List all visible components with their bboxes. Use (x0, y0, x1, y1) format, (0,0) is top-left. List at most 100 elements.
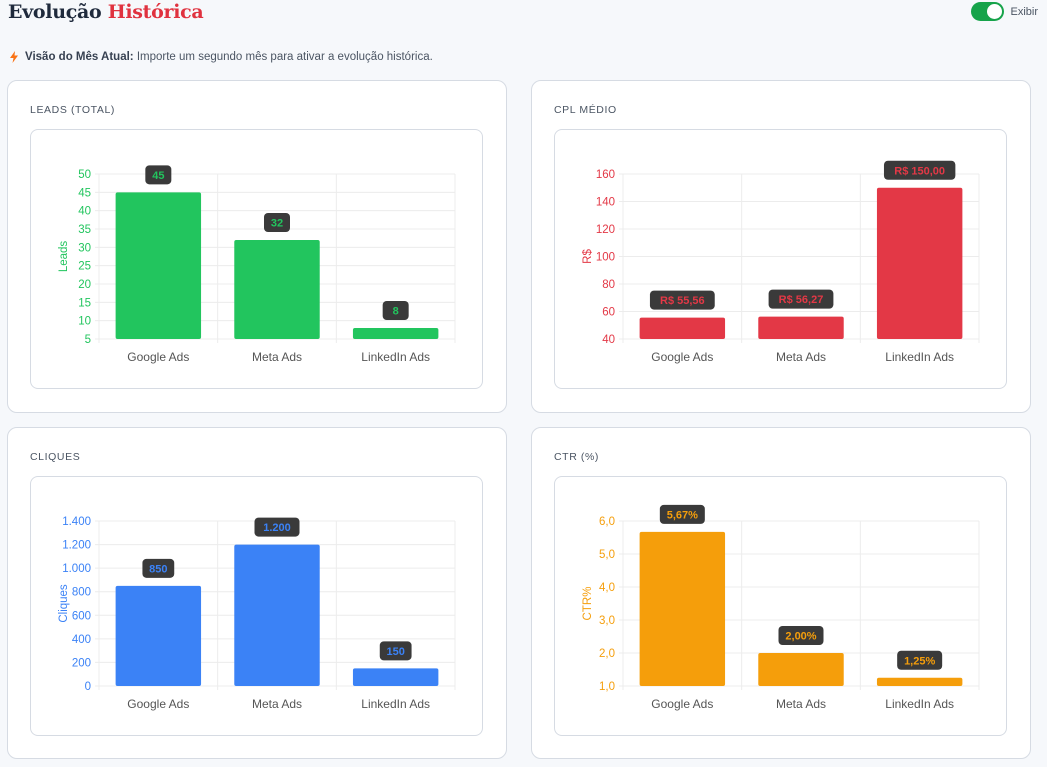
cliques-category-label: Google Ads (127, 697, 189, 711)
ctr-value-badge (778, 626, 824, 645)
ctr-value-badge (659, 504, 705, 524)
cliques-y-axis-label: Cliques (58, 584, 70, 623)
toggle-knob (987, 4, 1003, 19)
ctr-ytick-label: 2,0 (599, 648, 615, 660)
ctr-ytick-label: 4,0 (599, 582, 615, 594)
chart-cliques: 0 200 400 600 800 1.000 1.200 1.400 Cliques 850 Go… (30, 476, 483, 736)
cliques-value-label: 150 (386, 646, 404, 658)
card-title-cliques: CLIQUES (30, 451, 81, 463)
cliques-ytick-label: 400 (72, 634, 91, 646)
card-title-leads: LEADS (TOTAL) (30, 104, 116, 116)
cpl-value-label: R$ 56,27 (779, 294, 824, 306)
ctr-value-label: 2,00% (785, 631, 816, 643)
cliques-value-badge (254, 517, 300, 537)
leads-value-label: 32 (271, 218, 283, 230)
card-title-ctr: CTR (%) (554, 451, 600, 463)
cpl-ytick-label: 140 (596, 197, 615, 209)
leads-value-badge (264, 213, 290, 232)
cliques-ytick-label: 800 (72, 587, 91, 599)
show-toggle-label: Exibir (1010, 5, 1038, 18)
card-cpl: CPL MÉDIO 40 60 80 100 120 140 160 R$ R$ 55,56 Go… (531, 80, 1031, 413)
cpl-value-badge (883, 160, 956, 180)
chart-ctr: 1,0 2,0 3,0 4,0 5,0 6,0 CTR% 5,67% Google Ads 2,0… (554, 476, 1007, 736)
cpl-y-axis-label: R$ (582, 249, 594, 264)
leads-ytick-label: 45 (78, 187, 91, 199)
leads-value-badge (382, 301, 409, 320)
ctr-bar (758, 653, 844, 686)
cliques-category-label: Meta Ads (252, 697, 302, 711)
show-toggle-switch[interactable] (971, 2, 1005, 21)
cpl-bar (758, 316, 844, 339)
leads-category-label: LinkedIn Ads (361, 350, 430, 364)
cpl-value-label: R$ 150,00 (894, 165, 945, 177)
chart-ctr-svg: 1,0 2,0 3,0 4,0 5,0 6,0 CTR% 5,67% Google Ads 2,0… (582, 504, 980, 711)
cpl-ytick-label: 120 (596, 224, 615, 236)
card-leads: LEADS (TOTAL) 5 10 15 20 25 30 35 40 45 50 Leads 45… (7, 80, 507, 413)
chart-cpl: 40 60 80 100 120 140 160 R$ R$ 55,56 Google Ads R$… (554, 129, 1007, 389)
cliques-ytick-label: 0 (85, 681, 91, 693)
cliques-bar (115, 585, 202, 686)
leads-ytick-label: 35 (78, 224, 91, 236)
ctr-category-label: Meta Ads (776, 697, 826, 711)
cliques-bar (352, 668, 439, 686)
leads-category-label: Google Ads (127, 350, 189, 364)
show-toggle-group[interactable]: Exibir (971, 2, 1038, 21)
notice-bold: Visão do Mês Atual: (25, 51, 134, 63)
page-title: Evolução Histórica (8, 1, 204, 23)
card-title-cpl: CPL MÉDIO (554, 104, 617, 116)
ctr-ytick-label: 3,0 (599, 615, 615, 627)
cpl-bar (639, 317, 726, 339)
leads-bar (115, 192, 202, 339)
cpl-ytick-label: 80 (602, 279, 615, 291)
leads-bar (352, 328, 439, 339)
cliques-ytick-label: 1.000 (62, 563, 91, 575)
cliques-bar (234, 544, 320, 686)
cpl-ytick-label: 160 (596, 169, 615, 181)
ctr-bar (876, 677, 963, 686)
card-cliques: CLIQUES 0 200 400 600 800 1.000 1.200 1.400 Cliq… (7, 427, 507, 759)
ctr-ytick-label: 1,0 (599, 681, 615, 693)
ctr-ytick-label: 6,0 (599, 516, 615, 528)
cliques-category-label: LinkedIn Ads (361, 697, 430, 711)
leads-value-label: 45 (152, 170, 164, 182)
notice-text: Importe um segundo mês para ativar a evo… (136, 51, 433, 63)
notice-banner: Visão do Mês Atual: Importe um segundo m… (9, 51, 433, 63)
leads-ytick-label: 5 (85, 334, 91, 346)
cliques-value-badge (379, 641, 412, 661)
cliques-value-label: 850 (149, 563, 167, 575)
leads-category-label: Meta Ads (252, 350, 302, 364)
cpl-bar (876, 187, 963, 339)
cliques-ytick-label: 200 (72, 657, 91, 669)
chart-leads: 5 10 15 20 25 30 35 40 45 50 Leads 45 Google Ads 32 Me… (30, 129, 483, 389)
leads-y-axis-label: Leads (58, 241, 70, 273)
ctr-category-label: LinkedIn Ads (885, 697, 954, 711)
chart-cpl-svg: 40 60 80 100 120 140 160 R$ R$ 55,56 Google Ads R$… (582, 160, 980, 364)
leads-value-label: 8 (393, 306, 399, 318)
leads-bar (234, 240, 320, 339)
cpl-ytick-label: 40 (602, 334, 615, 346)
leads-ytick-label: 50 (78, 169, 91, 181)
card-ctr: CTR (%) 1,0 2,0 3,0 4,0 5,0 6,0 CTR% 5,67% Googl… (531, 427, 1031, 759)
ctr-y-axis-label: CTR% (582, 587, 594, 621)
leads-ytick-label: 25 (78, 261, 91, 273)
leads-ytick-label: 30 (78, 242, 91, 254)
cliques-ytick-label: 1.400 (62, 516, 91, 528)
page-title-accent: Histórica (107, 1, 204, 23)
leads-value-badge (145, 165, 172, 185)
page-title-main: Evolução (8, 1, 102, 23)
leads-ytick-label: 40 (78, 206, 91, 218)
cliques-value-badge (142, 558, 175, 578)
cliques-value-label: 1.200 (263, 522, 291, 534)
chart-cliques-svg: 0 200 400 600 800 1.000 1.200 1.400 Cliques 850 Go… (58, 516, 456, 711)
page-header: Evolução Histórica Exibir (8, 0, 1038, 30)
cpl-category-label: LinkedIn Ads (885, 350, 954, 364)
leads-ytick-label: 15 (78, 297, 91, 309)
ctr-value-badge (897, 650, 943, 670)
cpl-ytick-label: 100 (596, 252, 615, 264)
ctr-value-label: 1,25% (904, 655, 935, 667)
chart-leads-svg: 5 10 15 20 25 30 35 40 45 50 Leads 45 Google Ads 32 Me… (58, 165, 456, 364)
cliques-ytick-label: 600 (72, 610, 91, 622)
ctr-value-label: 5,67% (667, 509, 698, 521)
cpl-category-label: Meta Ads (776, 350, 826, 364)
cpl-value-badge (649, 290, 715, 310)
